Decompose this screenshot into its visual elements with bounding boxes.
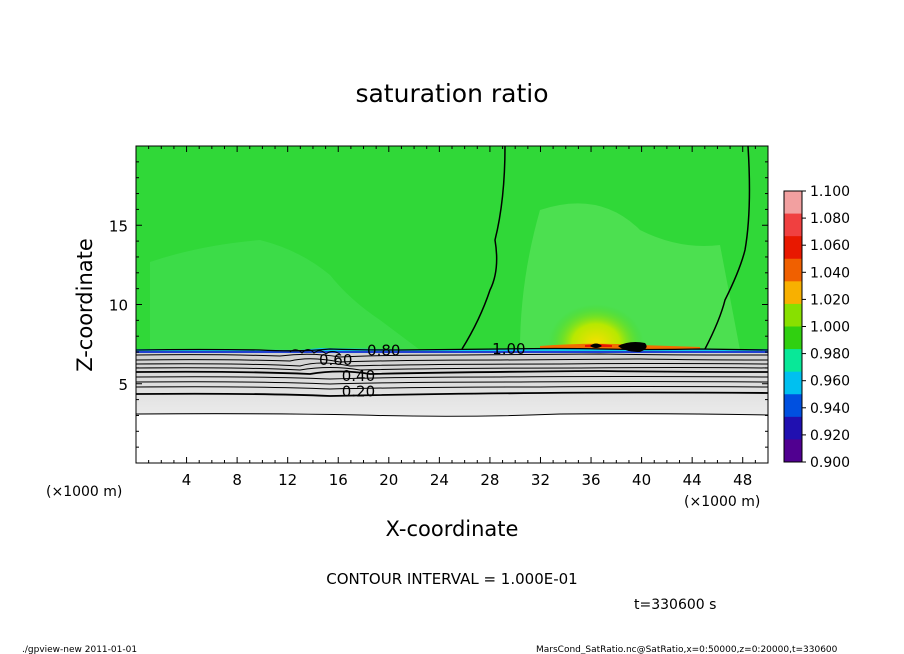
boundary-band-blue [136, 351, 768, 353]
contour-line [704, 146, 751, 350]
x-tick-label: 28 [480, 471, 499, 489]
green-patch-left [150, 240, 420, 350]
x-tick-label: 44 [683, 471, 702, 489]
colorbar-segment [784, 191, 802, 215]
plot-area [136, 146, 768, 463]
contour-line [136, 391, 768, 397]
x-unit-right: (×1000 m) [684, 494, 760, 510]
contour-line [136, 362, 768, 367]
colorbar-segment [784, 371, 802, 395]
y-tick-label: 15 [109, 217, 128, 235]
contour-label: 1.00 [492, 340, 525, 358]
contour-line [136, 386, 768, 390]
colorbar-segment [784, 236, 802, 260]
y-axis-label: Z-coordinate [73, 238, 97, 372]
contour-line [136, 381, 768, 385]
x-tick-label: 4 [182, 471, 192, 489]
contour-label: 0.60 [319, 351, 352, 369]
y-tick-label: 5 [118, 376, 128, 394]
contour-line [136, 376, 768, 380]
colorbar-segment [784, 326, 802, 350]
contour-line [136, 353, 768, 358]
colorbar-label: 1.060 [810, 238, 850, 254]
contour-label: 0.40 [342, 367, 375, 385]
x-tick-label: 20 [379, 471, 398, 489]
x-tick-label: 16 [329, 471, 348, 489]
contour-interval: CONTOUR INTERVAL = 1.000E-01 [326, 570, 577, 588]
y-axis: 5 10 15 [109, 161, 768, 448]
contour-line [136, 358, 768, 363]
x-axis-label: X-coordinate [386, 517, 519, 541]
bottom-white [136, 415, 768, 463]
colorbar-label: 1.000 [810, 320, 850, 336]
x-tick-label: 48 [733, 471, 752, 489]
chart-title: saturation ratio [355, 79, 548, 108]
contour-line [136, 367, 768, 371]
contour-line [136, 413, 768, 417]
footer-left: ./gpview-new 2011-01-01 [22, 645, 137, 654]
colorbar-label: 1.020 [810, 292, 850, 308]
footer-right: MarsCond_SatRatio.nc@SatRatio,x=0:50000,… [536, 645, 838, 654]
contour-line [136, 347, 768, 352]
colorbar-segment [784, 416, 802, 440]
colorbar-label: 0.980 [810, 347, 850, 363]
colorbar-segment [784, 394, 802, 418]
x-tick-label: 36 [581, 471, 600, 489]
x-tick-label: 40 [632, 471, 651, 489]
contour-label: 0.80 [367, 341, 400, 359]
colorbar-segment [784, 349, 802, 373]
colorbar-segment [784, 303, 802, 327]
colorbar-label: 1.100 [810, 184, 850, 200]
x-axis: 4 8 12 16 20 24 28 32 36 40 44 48 [148, 146, 756, 489]
y-tick-label: 10 [109, 297, 128, 315]
colorbar-label: 0.900 [810, 455, 850, 471]
contour-blob [618, 342, 647, 352]
x-unit-left: (×1000 m) [46, 484, 122, 500]
contour-blob [590, 343, 602, 348]
contour-line [289, 349, 341, 355]
time-label: t=330600 s [634, 597, 716, 613]
contour-labels: 0.200.400.60 0.80 1.00 [319, 340, 526, 401]
x-tick-label: 32 [531, 471, 550, 489]
contour-label: 0.20 [342, 383, 375, 401]
contour-lines [136, 146, 768, 417]
x-tick-label: 8 [232, 471, 242, 489]
contour-line [461, 146, 506, 350]
colorbar-label: 1.080 [810, 211, 850, 227]
contour-line [136, 370, 768, 375]
colorbar-label: 1.040 [810, 265, 850, 281]
x-tick-label: 24 [430, 471, 449, 489]
colorbar-label: 0.920 [810, 428, 850, 444]
colorbar-segment [784, 281, 802, 305]
colorbar-label: 0.960 [810, 374, 850, 390]
colorbar-segment [784, 258, 802, 282]
colorbar: 1.100 1.080 1.060 1.040 1.020 1.000 0.980 0.960… [783, 184, 850, 471]
colorbar-label: 0.940 [810, 401, 850, 417]
colorbar-segment [784, 213, 802, 237]
colorbar-segment [784, 439, 802, 463]
x-tick-label: 12 [278, 471, 297, 489]
